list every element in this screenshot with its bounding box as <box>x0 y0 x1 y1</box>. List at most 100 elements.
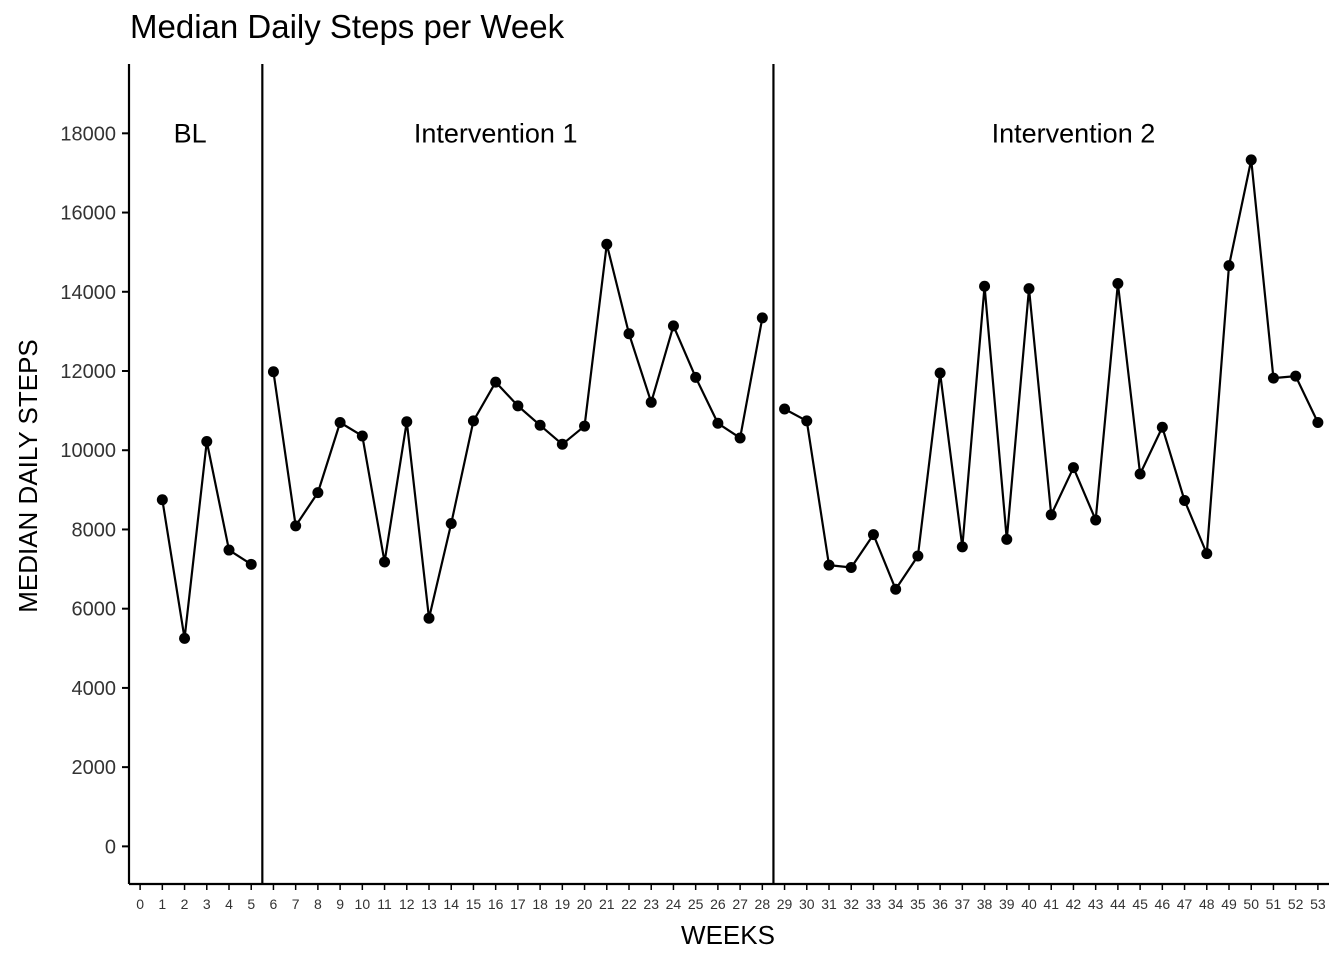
x-tick-label: 21 <box>599 896 615 912</box>
data-point <box>245 558 257 570</box>
data-point <box>445 518 457 530</box>
data-point <box>890 583 902 595</box>
x-tick-label: 20 <box>577 896 593 912</box>
x-tick-label: 31 <box>821 896 837 912</box>
x-axis: 0 1 2 3 4 5 6 7 8 9 10 11 12 13 14 15 16 17 18 19 20 21 22 23 24… <box>129 882 1329 912</box>
x-tick-label: 18 <box>532 896 548 912</box>
x-tick-label: 4 <box>225 896 233 912</box>
x-tick-label: 30 <box>799 896 815 912</box>
x-tick-label: 39 <box>999 896 1015 912</box>
x-tick-label: 47 <box>1177 896 1193 912</box>
data-point <box>312 487 324 499</box>
data-point <box>534 419 546 431</box>
x-tick-label: 2 <box>181 896 189 912</box>
y-tick-label: 2000 <box>72 757 117 779</box>
series-line <box>161 440 252 640</box>
y-tick-label: 10000 <box>60 440 116 462</box>
data-point <box>467 415 479 427</box>
x-tick-label: 16 <box>488 896 504 912</box>
data-point <box>1134 468 1146 480</box>
data-point <box>1201 548 1213 560</box>
y-tick-label: 0 <box>105 836 116 858</box>
y-tick-label: 12000 <box>60 361 116 383</box>
data-point <box>423 612 435 624</box>
x-tick-label: 37 <box>955 896 971 912</box>
data-point <box>867 529 879 541</box>
data-point <box>579 420 591 432</box>
data-point <box>356 430 368 442</box>
x-tick-label: 35 <box>910 896 926 912</box>
x-tick-label: 12 <box>399 896 415 912</box>
x-tick-label: 9 <box>336 896 344 912</box>
data-point <box>734 432 746 444</box>
data-point <box>1001 533 1013 545</box>
phase-label: Intervention 2 <box>992 118 1156 148</box>
data-point <box>979 280 991 292</box>
data-point <box>1312 417 1324 429</box>
y-tick-label: 16000 <box>60 203 116 225</box>
x-tick-label: 0 <box>136 896 144 912</box>
data-point <box>756 312 768 324</box>
chart-title: Median Daily Steps per Week <box>130 8 565 45</box>
x-tick-label: 23 <box>643 896 659 912</box>
x-tick-label: 7 <box>292 896 300 912</box>
data-point <box>1023 283 1035 295</box>
data-point <box>1267 372 1279 384</box>
data-point <box>1223 260 1235 272</box>
x-tick-label: 29 <box>777 896 793 912</box>
x-tick-label: 27 <box>732 896 748 912</box>
x-tick-label: 13 <box>421 896 437 912</box>
x-tick-label: 36 <box>932 896 948 912</box>
data-point <box>179 632 191 644</box>
x-tick-label: 53 <box>1310 896 1326 912</box>
data-point <box>845 561 857 573</box>
x-tick-label: 6 <box>270 896 278 912</box>
x-tick-label: 22 <box>621 896 637 912</box>
y-axis-label: MEDIAN DAILY STEPS <box>13 339 43 613</box>
x-tick-label: 25 <box>688 896 704 912</box>
x-tick-label: 14 <box>443 896 459 912</box>
data-point <box>1156 421 1168 433</box>
x-tick-label: 50 <box>1243 896 1259 912</box>
x-tick-label: 45 <box>1132 896 1148 912</box>
data-point <box>779 403 791 415</box>
data-point <box>667 320 679 332</box>
data-point <box>1067 462 1079 474</box>
data-point <box>267 366 279 378</box>
data-point <box>801 415 813 427</box>
x-tick-label: 51 <box>1266 896 1282 912</box>
data-point <box>201 436 213 448</box>
x-tick-label: 38 <box>977 896 993 912</box>
series-line <box>784 158 1319 591</box>
x-tick-label: 34 <box>888 896 904 912</box>
data-point <box>1245 154 1257 166</box>
data-point <box>1112 277 1124 289</box>
data-point <box>623 328 635 340</box>
data-point <box>490 376 502 388</box>
x-tick-label: 11 <box>377 896 392 912</box>
x-tick-label: 46 <box>1155 896 1171 912</box>
x-tick-label: 43 <box>1088 896 1104 912</box>
data-point <box>334 417 346 429</box>
x-tick-label: 8 <box>314 896 322 912</box>
data-point <box>401 416 413 428</box>
data-point <box>712 417 724 429</box>
x-tick-label: 33 <box>866 896 882 912</box>
x-tick-label: 48 <box>1199 896 1215 912</box>
data-point <box>912 550 924 562</box>
x-tick-label: 15 <box>466 896 482 912</box>
data-point <box>645 396 657 408</box>
x-tick-label: 1 <box>158 896 166 912</box>
y-tick-label: 8000 <box>72 519 117 541</box>
data-point <box>823 559 835 571</box>
data-point <box>601 238 613 250</box>
data-point <box>379 556 391 568</box>
data-point <box>556 438 568 450</box>
y-tick-label: 4000 <box>72 678 117 700</box>
x-tick-label: 28 <box>755 896 771 912</box>
data-point <box>690 371 702 383</box>
x-tick-label: 40 <box>1021 896 1037 912</box>
data-point <box>290 520 302 532</box>
x-tick-label: 49 <box>1221 896 1237 912</box>
